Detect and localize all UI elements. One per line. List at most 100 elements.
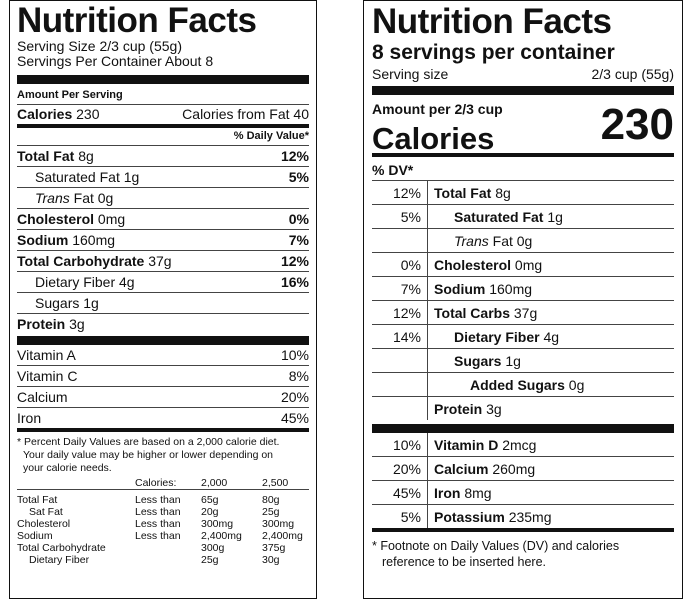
new-nutrition-label: Nutrition Facts 8 servings per container…	[363, 0, 683, 599]
new-footnote: * Footnote on Daily Values (DV) and calo…	[372, 538, 674, 570]
new-divider-thick	[372, 424, 674, 433]
new-serving-size-value: 2/3 cup (55g)	[591, 66, 675, 82]
new-nutrient-amount: 4g	[543, 328, 560, 345]
new-vitamin-amount: 260mg	[492, 460, 536, 477]
new-nutrient-row: Added Sugars 0g	[372, 372, 674, 396]
old-calories-from-fat: Calories from Fat 40	[182, 106, 309, 122]
old-nutrient-row: Total Fat 8g 12%	[17, 145, 309, 166]
old-nutrient-name: Cholesterol	[17, 211, 95, 227]
new-amount-per: Amount per 2/3 cup	[372, 101, 503, 117]
new-calories-value: 230	[600, 100, 674, 149]
new-label-title: Nutrition Facts	[372, 2, 612, 41]
new-vitamin-row: 20% Calcium 260mg	[372, 456, 674, 480]
old-divider-thick	[17, 336, 309, 345]
new-nutrient-dv	[372, 373, 428, 396]
old-vitamin-row: Iron 45%	[17, 407, 309, 428]
old-nutrition-label: Nutrition Facts Serving Size 2/3 cup (55…	[9, 0, 317, 599]
old-nutrient-name-italic: Trans	[35, 190, 70, 206]
old-nutrient-name: Sodium	[17, 232, 69, 248]
new-nutrient-row: Trans Fat 0g	[372, 228, 674, 252]
new-nutrient-name-italic: Trans	[454, 232, 489, 249]
new-vitamin-amount: 2mcg	[502, 436, 537, 453]
old-vitamin-row: Calcium 20%	[17, 386, 309, 407]
old-calories-row: Calories 230 Calories from Fat 40	[17, 104, 309, 124]
new-serving-size-row: Serving size 2/3 cup (55g)	[372, 65, 674, 86]
old-nutrient-row: Total Carbohydrate 37g 12%	[17, 250, 309, 271]
new-vitamin-name: Calcium	[434, 460, 489, 477]
new-nutrient-name: Sodium	[434, 280, 486, 297]
old-dv-header: % Daily Value*	[233, 130, 309, 142]
old-nutrient-row: Trans Fat 0g	[17, 187, 309, 208]
new-nutrient-dv: 12%	[372, 181, 428, 204]
old-nutrient-amount: 0mg	[97, 211, 126, 227]
old-nutrient-name: Sugars 1g	[35, 295, 99, 311]
new-vitamin-row: 45% Iron 8mg	[372, 480, 674, 504]
old-serving-size: Serving Size 2/3 cup (55g)	[17, 38, 182, 54]
old-nutrient-name: Protein	[17, 316, 66, 332]
new-nutrient-amount: 1g	[547, 208, 563, 225]
new-nutrient-name: Fat	[492, 232, 513, 249]
new-nutrient-amount: 8g	[495, 184, 511, 201]
old-nutrient-amount: 160mg	[72, 232, 116, 248]
new-footnote-line: * Footnote on Daily Values (DV) and calo…	[372, 539, 620, 553]
old-nutrient-name: Total Fat	[17, 148, 75, 164]
old-vitamin-row: Vitamin A 10%	[17, 345, 309, 365]
new-nutrient-row: 7% Sodium 160mg	[372, 276, 674, 300]
new-vitamin-row: 5% Potassium 235mg	[372, 504, 674, 528]
new-vitamin-name: Iron	[434, 484, 461, 501]
old-dv-table-row: Cholesterol Less than 300mg 300mg	[17, 518, 295, 530]
old-amount-per-serving: Amount Per Serving	[17, 89, 123, 101]
old-servings-per-container: Servings Per Container About 8	[17, 53, 214, 69]
new-nutrient-name: Dietary Fiber	[454, 328, 540, 345]
old-nutrient-amount: 37g	[148, 253, 172, 269]
new-calories-row: Calories 230	[372, 103, 674, 156]
new-nutrient-name: Cholesterol	[434, 256, 512, 273]
old-nutrient-name: Dietary Fiber 4g	[35, 274, 135, 290]
new-nutrient-dv	[372, 349, 428, 372]
new-nutrient-amount: 37g	[513, 304, 538, 321]
new-vitamin-amount: 8mg	[464, 484, 492, 501]
old-vitamin-row: Vitamin C 8%	[17, 365, 309, 386]
new-nutrient-amount: 0mg	[514, 256, 543, 273]
new-nutrient-amount: 0g	[516, 232, 533, 249]
new-nutrient-dv: 0%	[372, 253, 428, 276]
new-calories-label: Calories	[372, 121, 495, 156]
old-divider-thick	[17, 75, 309, 84]
old-calories-value: 230	[76, 106, 100, 122]
new-nutrient-row: Sugars 1g	[372, 348, 674, 372]
new-vitamin-row: 10% Vitamin D 2mcg	[372, 433, 674, 456]
old-vitamin-name: Vitamin A	[17, 347, 76, 363]
old-footnote: * Percent Daily Values are based on a 2,…	[17, 436, 309, 475]
old-nutrient-name: Fat 0g	[73, 190, 114, 206]
new-nutrient-amount: 160mg	[489, 280, 533, 297]
new-servings-per-container: 8 servings per container	[372, 41, 615, 64]
new-nutrient-name: Added Sugars	[470, 376, 565, 393]
old-divider-medium	[17, 428, 309, 432]
new-nutrient-dv	[372, 397, 428, 420]
new-serving-size-label: Serving size	[372, 66, 449, 82]
new-nutrient-amount: 0g	[568, 376, 585, 393]
old-dv-table-row: Sat Fat Less than 20g 25g	[29, 506, 280, 518]
new-nutrient-dv: 7%	[372, 277, 428, 300]
old-calories-label: Calories	[17, 106, 73, 122]
new-vitamin-dv: 45%	[372, 481, 428, 504]
old-divider-medium	[17, 124, 309, 128]
new-dv-header: % DV*	[372, 162, 414, 178]
new-vitamin-amount: 235mg	[508, 508, 552, 525]
new-nutrient-row: Protein 3g	[372, 396, 674, 420]
new-nutrient-dv: 5%	[372, 205, 428, 228]
old-nutrient-row: Sugars 1g	[17, 292, 309, 313]
old-dv-table-header: Calories: 2,000 2,500	[17, 477, 309, 490]
old-nutrient-row: Dietary Fiber 4g 16%	[17, 271, 309, 292]
new-vitamin-name: Potassium	[434, 508, 505, 525]
old-dv-table-row: Sodium Less than 2,400mg 2,400mg	[17, 530, 303, 542]
old-nutrient-dv: 7%	[288, 232, 309, 248]
new-nutrient-row: 12% Total Fat 8g	[372, 180, 674, 204]
old-vitamin-dv: 20%	[280, 389, 309, 405]
new-vitamin-dv: 10%	[372, 433, 428, 456]
new-nutrient-dv: 14%	[372, 325, 428, 348]
new-divider-thick	[372, 86, 674, 95]
old-nutrient-amount: 8g	[78, 148, 94, 164]
old-nutrient-row: Sodium 160mg 7%	[17, 229, 309, 250]
new-nutrient-dv: 12%	[372, 301, 428, 324]
